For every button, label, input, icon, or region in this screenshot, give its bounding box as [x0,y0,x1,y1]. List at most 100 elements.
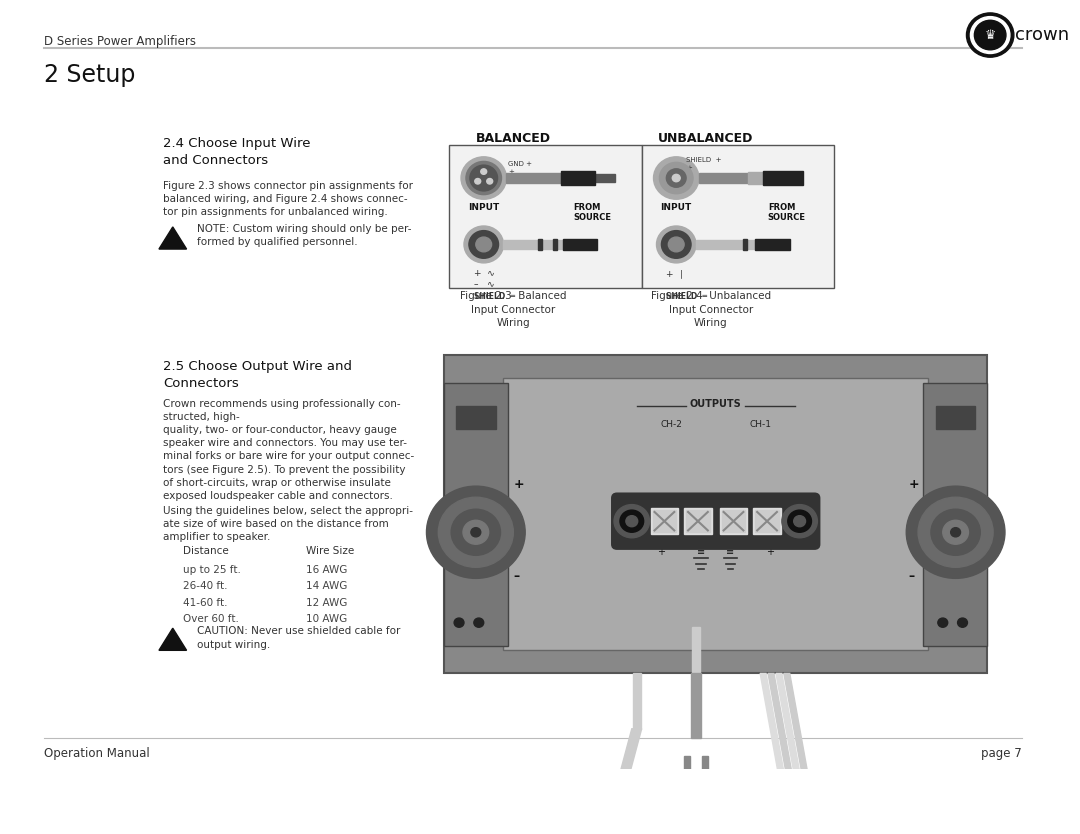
Text: +: + [908,478,919,490]
Circle shape [918,497,994,567]
Text: Figure 2.3 shows connector pin assignments for
balanced wiring, and Figure 2.4 s: Figure 2.3 shows connector pin assignmen… [163,181,413,217]
Bar [696,240,755,249]
Bar [444,355,987,673]
Circle shape [465,162,501,194]
Bar [684,756,690,807]
Text: INPUT: INPUT [661,203,692,212]
Bar [503,240,563,249]
Text: 2.4 Choose Input Wire
and Connectors: 2.4 Choose Input Wire and Connectors [163,137,310,167]
Text: +: + [686,165,692,171]
Text: +: + [513,478,524,490]
Bar [595,174,615,182]
Circle shape [943,520,969,545]
Bar [456,406,496,429]
Bar [702,756,707,807]
Circle shape [661,231,691,259]
Text: CH-1: CH-1 [750,420,771,429]
Bar [650,508,678,534]
Bar [686,510,710,532]
Text: BALANCED: BALANCED [476,132,551,145]
Circle shape [906,486,1005,579]
Circle shape [487,178,492,184]
Text: 10 AWG: 10 AWG [306,615,348,625]
Circle shape [669,237,684,252]
Text: Figure 2.3  Balanced
Input Connector
Wiring: Figure 2.3 Balanced Input Connector Wiri… [460,292,567,328]
Bar [553,239,557,250]
Text: up to 25 ft.: up to 25 ft. [183,565,241,575]
Circle shape [481,168,487,174]
Text: Distance: Distance [183,546,228,556]
Bar [652,510,676,532]
Text: FROM
SOURCE: FROM SOURCE [573,203,611,223]
Polygon shape [775,673,809,821]
Text: –: – [513,570,519,583]
Text: 12 AWG: 12 AWG [306,598,348,608]
Polygon shape [784,673,816,821]
Text: +  ∣: + ∣ [666,269,684,279]
Bar [691,673,701,738]
Text: +  ∿: + ∿ [474,269,495,279]
Text: SHIELD  +: SHIELD + [686,157,721,163]
Text: +: + [766,547,774,557]
Text: 2.5 Choose Output Wire and
Connectors: 2.5 Choose Output Wire and Connectors [163,359,352,389]
Bar [753,508,781,534]
Bar [755,510,779,532]
Text: ♛: ♛ [985,29,996,43]
Text: +: + [509,168,514,175]
Polygon shape [768,673,800,821]
Bar [719,508,747,534]
Text: 2 Setup: 2 Setup [44,63,136,87]
Circle shape [794,515,806,527]
Bar [633,673,640,729]
Circle shape [787,510,811,532]
Text: SHIELD  ═: SHIELD ═ [474,293,515,301]
Text: ≡: ≡ [727,547,734,557]
Text: page 7: page 7 [981,747,1022,761]
Polygon shape [159,628,187,651]
Circle shape [937,618,948,627]
Bar [743,239,747,250]
Text: D Series Power Amplifiers: D Series Power Amplifiers [44,35,197,48]
Circle shape [931,510,981,555]
Text: Using the guidelines below, select the appropri-
ate size of wire based on the d: Using the guidelines below, select the a… [163,505,413,542]
Text: FROM
SOURCE: FROM SOURCE [768,203,806,223]
Circle shape [657,226,696,263]
Text: 41-60 ft.: 41-60 ft. [183,598,227,608]
Text: ≡: ≡ [697,547,705,557]
Text: crown: crown [1015,26,1069,44]
Circle shape [464,226,503,263]
Bar [538,239,542,250]
Text: Crown recommends using professionally con-
structed, high-
quality, two- or four: Crown recommends using professionally co… [163,399,414,501]
Circle shape [476,237,491,252]
Circle shape [967,13,1014,58]
Text: !: ! [171,236,175,246]
Text: 16 AWG: 16 AWG [306,565,348,575]
Bar [755,239,789,250]
Circle shape [475,178,481,184]
Bar [563,239,597,250]
Text: –: – [908,570,915,583]
Circle shape [451,510,500,555]
Text: CAUTION: Never use shielded cable for
output wiring.: CAUTION: Never use shielded cable for ou… [198,626,401,650]
Bar [503,378,928,651]
Polygon shape [159,227,187,249]
Text: UNBALANCED: UNBALANCED [658,132,754,145]
Text: CH-2: CH-2 [660,420,683,429]
FancyBboxPatch shape [612,494,820,549]
Text: Figure 2.4  Unbalanced
Input Connector
Wiring: Figure 2.4 Unbalanced Input Connector Wi… [651,292,771,328]
Circle shape [620,510,644,532]
Circle shape [469,231,499,259]
Text: Wire Size: Wire Size [306,546,354,556]
Bar [692,627,700,673]
Text: Operation Manual: Operation Manual [44,747,150,761]
Circle shape [666,168,686,188]
Bar [684,508,712,534]
Bar [721,510,745,532]
Text: 14 AWG: 14 AWG [306,581,348,591]
Text: –   ∿: – ∿ [474,279,495,289]
Bar [699,173,748,183]
Circle shape [653,157,699,199]
Polygon shape [760,673,793,821]
Bar [642,145,834,288]
Bar [444,383,509,646]
